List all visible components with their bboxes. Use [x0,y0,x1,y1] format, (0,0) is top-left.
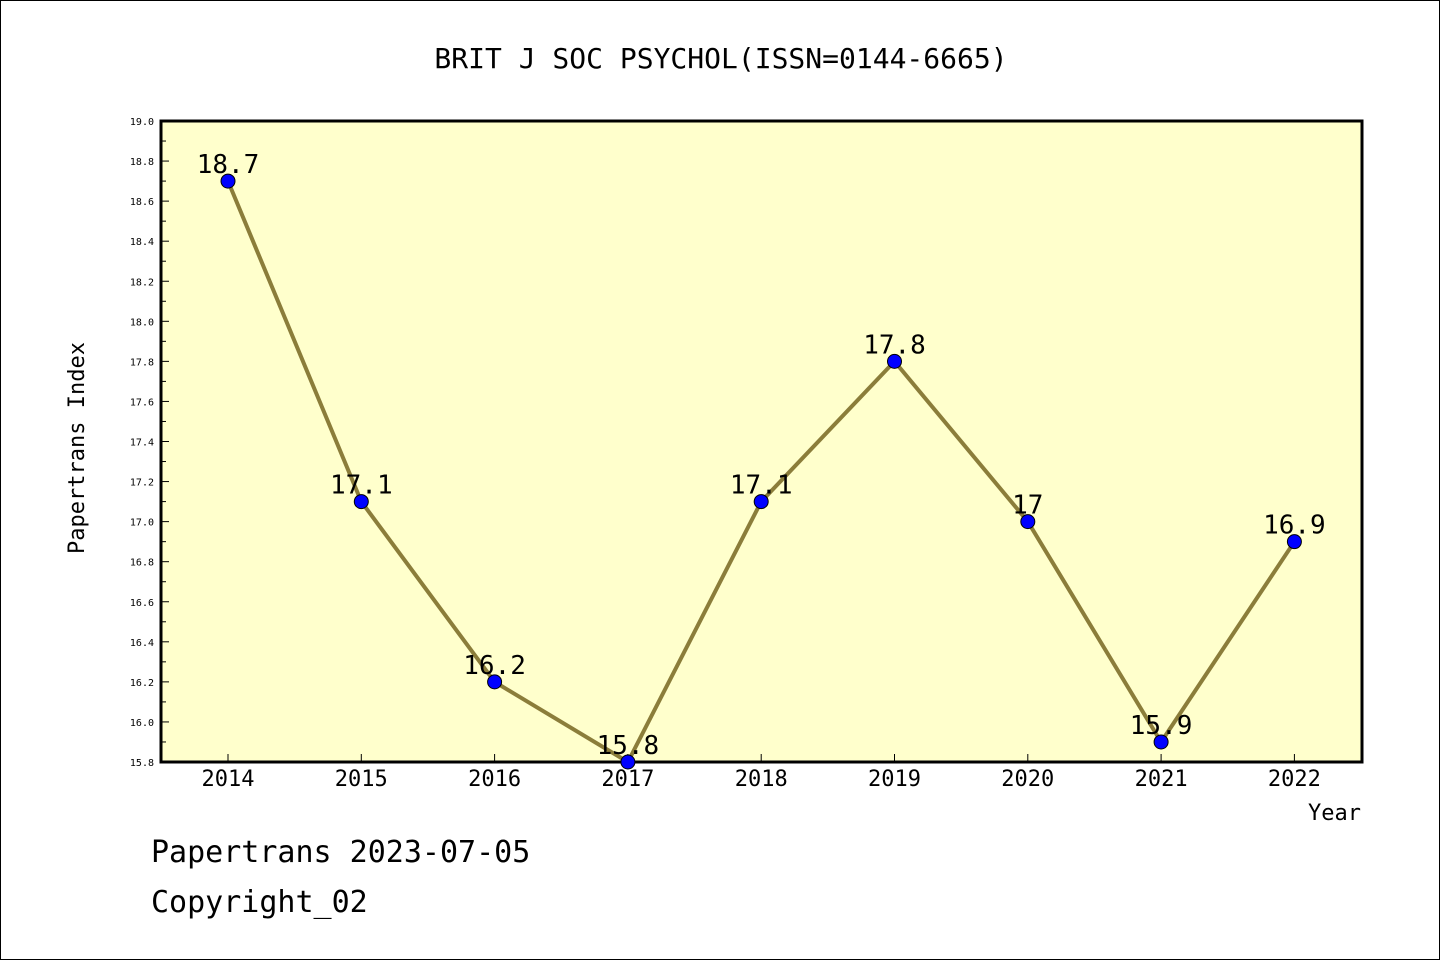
y-tick-label: 17.8 [130,357,154,368]
x-tick-label: 2015 [335,767,388,792]
data-point [1020,514,1036,530]
data-point [1286,534,1302,550]
data-label: 16.2 [463,651,526,681]
y-tick-label: 17.6 [130,397,154,408]
data-label: 15.8 [597,731,660,761]
footer-date: Papertrans 2023-07-05 [151,835,531,870]
x-tick-label: 2020 [1001,767,1054,792]
y-axis: 15.8 16.0 16.2 16.4 16.6 16.8 17.0 17.2 17.4 17.6… [130,117,169,769]
data-points [220,173,1302,770]
data-point [753,494,769,510]
data-label: 17.8 [863,330,926,360]
y-tick-label: 16.0 [130,718,154,729]
x-axis: 2014 2015 2016 2017 2018 2019 2020 2021 2022 [202,754,1321,792]
data-point [1153,734,1169,750]
y-tick-label: 17.2 [130,478,154,489]
plot-area [159,119,1364,764]
y-tick-label: 18.8 [130,157,154,168]
y-tick-label: 16.4 [130,638,154,649]
data-point [620,754,636,770]
data-point [353,494,369,510]
data-label: 15.9 [1130,711,1193,741]
data-point [487,674,503,690]
footer-copyright: Copyright_02 [151,885,368,920]
data-labels: 18.7 17.1 16.2 15.8 17.1 17.8 17 15.9 16.9 [197,150,1326,761]
y-tick-label: 17.4 [130,438,154,449]
data-point [887,353,902,369]
data-point [220,173,236,189]
x-tick-label: 2014 [202,767,255,792]
data-label: 16.9 [1263,511,1326,541]
data-label: 17.1 [330,471,393,501]
data-label: 17 [1012,491,1043,521]
x-tick-label: 2021 [1135,767,1188,792]
x-tick-label: 2017 [601,767,654,792]
y-tick-label: 18.4 [130,237,154,248]
y-tick-label: 16.8 [130,558,154,569]
x-tick-label: 2022 [1268,767,1321,792]
y-tick-label: 18.0 [130,317,154,328]
y-tick-label: 16.6 [130,598,154,609]
y-tick-label: 18.2 [130,277,154,288]
x-tick-label: 2019 [868,767,921,792]
x-tick-label: 2016 [468,767,521,792]
y-tick-label: 19.0 [130,117,154,128]
y-tick-label: 17.0 [130,518,154,529]
x-tick-label: 2018 [735,767,788,792]
x-axis-label: Year [1308,801,1361,826]
chart-title: BRIT J SOC PSYCHOL(ISSN=0144-6665) [434,42,1007,75]
y-tick-label: 16.2 [130,678,154,689]
y-axis-label: Papertrans Index [65,342,90,554]
data-label: 17.1 [730,471,793,501]
data-label: 18.7 [197,150,260,180]
y-tick-label: 15.8 [130,758,154,769]
y-tick-label: 18.6 [130,197,154,208]
